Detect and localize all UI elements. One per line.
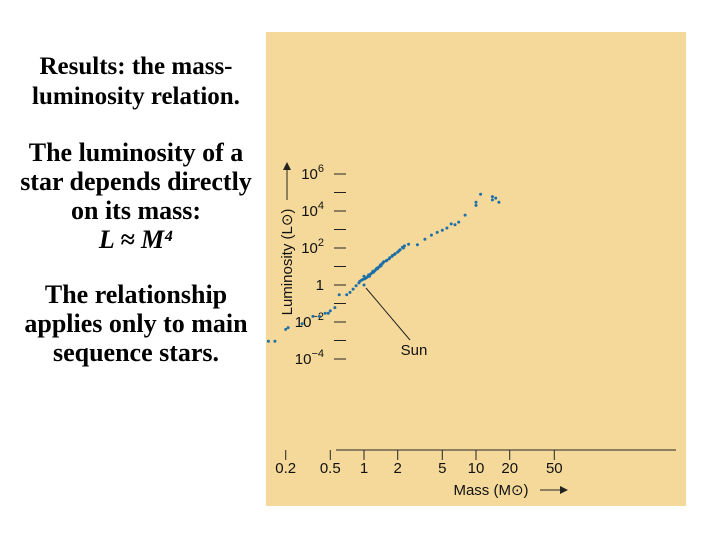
star-point: [284, 327, 288, 331]
star-point: [407, 242, 411, 246]
y-tick-label: 10−4: [295, 348, 324, 368]
star-point: [362, 283, 366, 287]
star-point: [345, 293, 349, 297]
star-point: [490, 198, 494, 202]
star-point: [463, 213, 467, 217]
star-point: [337, 293, 341, 297]
x-tick-label: 5: [438, 460, 446, 477]
star-point: [354, 284, 358, 288]
y-tick-label: 102: [301, 237, 324, 257]
star-point: [415, 243, 419, 247]
x-axis-label: Mass (M⊙): [453, 482, 528, 499]
star-point: [423, 237, 427, 241]
star-point: [358, 279, 362, 283]
sun-leader-line: [365, 287, 411, 341]
star-point: [311, 314, 315, 318]
star-point: [401, 246, 405, 250]
star-point: [351, 287, 355, 291]
x-axis-label-group: Mass (M⊙): [453, 482, 568, 499]
luminosity-statement: The luminosity of a star depends directl…: [20, 138, 252, 225]
star-point: [497, 200, 501, 204]
star-point: [379, 264, 383, 268]
star-point: [474, 200, 478, 204]
star-point: [363, 277, 367, 281]
star-point: [445, 226, 449, 230]
x-tick-label: 2: [394, 460, 402, 477]
star-point: [376, 267, 379, 271]
star-point: [266, 339, 270, 343]
y-axis-label: Luminosity (L⊙): [279, 209, 296, 316]
star-point: [429, 233, 433, 237]
star-point: [435, 230, 439, 234]
star-point: [453, 223, 457, 227]
star-point: [368, 274, 371, 278]
x-tick-label: 1: [360, 460, 368, 477]
star-point: [479, 192, 483, 196]
star-point: [397, 249, 401, 253]
star-point: [273, 339, 277, 343]
sun-label: Sun: [401, 342, 428, 359]
x-tick-label: 0.5: [320, 460, 341, 477]
mass-luminosity-formula: L ≈ M⁴: [98, 225, 174, 254]
star-point: [384, 259, 388, 263]
chart-background: [266, 32, 686, 506]
y-tick-label: 1: [316, 277, 324, 294]
star-point: [372, 270, 376, 274]
y-tick-label: 104: [301, 200, 324, 220]
y-axis-arrowhead: [283, 162, 291, 170]
star-point: [494, 196, 498, 200]
star-point: [333, 306, 337, 310]
slide-title: Results: the mass-luminosity relation.: [32, 53, 240, 110]
y-axis: 10−4 10−2 1 102 104 106: [295, 163, 346, 368]
slide-paragraph-luminosity: The luminosity of a star depends directl…: [18, 138, 254, 254]
data-points: [266, 192, 501, 343]
x-tick-label: 0.2: [275, 460, 296, 477]
star-point: [328, 309, 332, 313]
x-tick-label: 50: [546, 460, 563, 477]
slide-text-column: Results: the mass-luminosity relation. T…: [18, 52, 254, 367]
sun-annotation: Sun: [365, 287, 428, 359]
x-tick-label: 10: [468, 460, 485, 477]
star-point: [326, 311, 330, 315]
slide-paragraph-main-sequence: The relationship applies only to main se…: [24, 280, 248, 367]
x-tick-label: 20: [501, 460, 518, 477]
star-point: [474, 203, 478, 207]
star-point: [286, 326, 290, 330]
star-point: [381, 261, 385, 265]
star-point: [323, 311, 327, 315]
star-point: [390, 254, 394, 258]
y-tick-label: 10−2: [295, 311, 324, 331]
star-point: [393, 252, 397, 256]
x-axis-arrowhead: [560, 486, 568, 494]
star-point: [449, 222, 453, 226]
star-point: [457, 220, 461, 224]
star-point: [362, 274, 366, 278]
star-point: [387, 257, 391, 261]
star-point: [317, 314, 321, 318]
y-axis-label-group: Luminosity (L⊙): [279, 162, 296, 315]
y-tick-label: 106: [301, 163, 324, 183]
star-point: [348, 290, 352, 294]
star-point: [300, 322, 304, 326]
star-point: [440, 228, 444, 232]
star-point: [490, 195, 494, 199]
